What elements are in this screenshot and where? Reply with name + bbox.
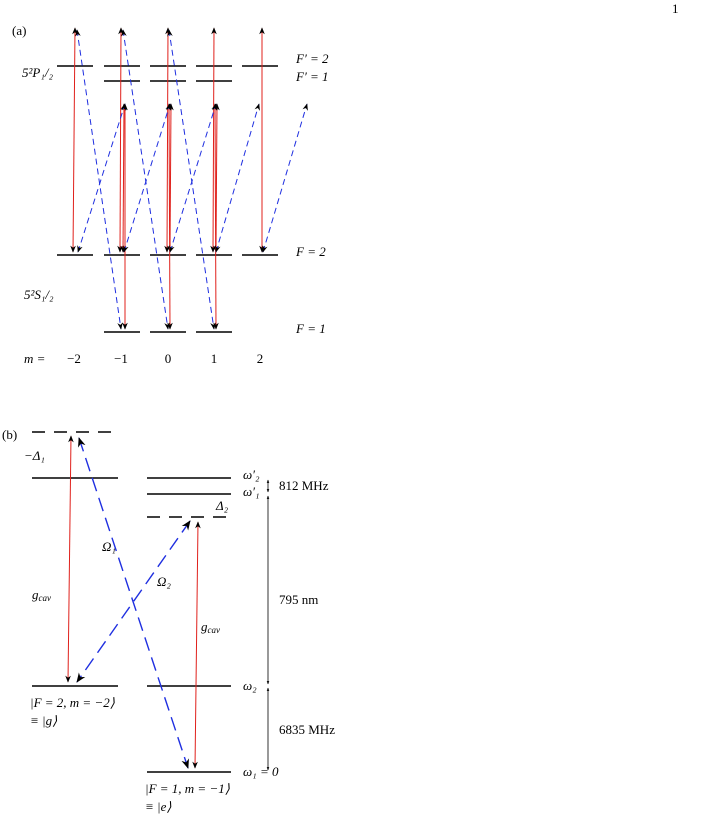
state-label: ≡ |g⟩ xyxy=(30,713,57,728)
detuning-label: −Δ₁ xyxy=(24,448,45,463)
page-number: 1 xyxy=(672,1,679,16)
frequency-label: ω₂ xyxy=(243,678,257,693)
frequency-label: ω₁ = 0 xyxy=(243,764,279,779)
splitting-label: 795 nm xyxy=(279,592,318,607)
panel-a: (a) 5²P₁/₂ 5²S₁/₂ F′ = 2 F′ = 1 F = 2 F … xyxy=(12,23,329,366)
m-value: 2 xyxy=(257,351,264,366)
levels xyxy=(32,431,231,773)
coupling-subscript: cav xyxy=(39,593,52,603)
transitions xyxy=(65,435,270,771)
coupling-label: gcav xyxy=(32,587,51,603)
detuning-label: Δ₂ xyxy=(215,498,229,513)
m-value: 1 xyxy=(211,351,218,366)
level-label: F′ = 2 xyxy=(295,51,329,66)
coupling-subscript: cav xyxy=(208,625,221,635)
level-label: F = 2 xyxy=(295,244,326,259)
state-label: ≡ |e⟩ xyxy=(145,799,171,814)
frequency-label: ω′₂ xyxy=(243,467,260,482)
coupling-symbol: g xyxy=(201,619,208,634)
splitting-label: 6835 MHz xyxy=(279,722,335,737)
m-value: −2 xyxy=(67,351,81,366)
panel-b: (b) −Δ₁ Δ₂ Ω₁ Ω₂ gcav gcav ω′₂ ω′₁ ω₂ ω₁… xyxy=(2,427,335,814)
state-label: |F = 1, m = −1⟩ xyxy=(145,781,230,796)
m-value: 0 xyxy=(165,351,172,366)
m-label: m = xyxy=(24,351,45,366)
panel-label: (b) xyxy=(2,427,17,442)
state-label: 5²S₁/₂ xyxy=(24,287,54,302)
state-label: 5²P₁/₂ xyxy=(22,65,53,80)
state-label: |F = 2, m = −2⟩ xyxy=(30,695,115,710)
rabi-label: Ω₁ xyxy=(102,539,116,554)
splitting-label: 812 MHz xyxy=(279,478,329,493)
panel-label: (a) xyxy=(12,23,26,38)
level-label: F′ = 1 xyxy=(295,69,329,84)
transitions xyxy=(70,27,308,330)
coupling-symbol: g xyxy=(32,587,39,602)
coupling-label: gcav xyxy=(201,619,220,635)
m-value: −1 xyxy=(114,351,128,366)
rabi-label: Ω₂ xyxy=(157,574,171,589)
level-label: F = 1 xyxy=(295,321,326,336)
frequency-label: ω′₁ xyxy=(243,484,260,499)
